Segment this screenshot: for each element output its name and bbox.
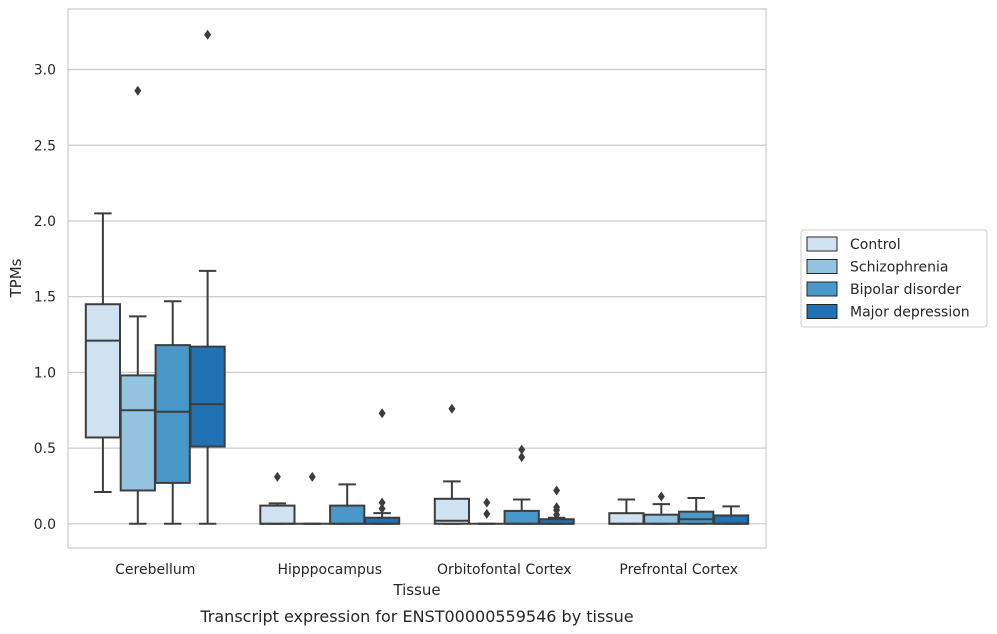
outlier-point <box>448 403 456 414</box>
box-bipolar-disorder <box>329 483 366 525</box>
outlier-point <box>518 444 526 455</box>
x-tick-label: Prefrontal Cortex <box>619 562 738 578</box>
outlier-point <box>204 29 212 40</box>
box-body <box>608 512 645 525</box>
y-tick-label: 0.5 <box>34 441 56 457</box>
box-body <box>643 513 680 525</box>
legend-swatch <box>806 281 838 297</box>
y-tick-label: 3.0 <box>34 63 56 79</box>
legend-swatch <box>806 304 838 319</box>
outlier-point <box>378 497 386 508</box>
outlier-point <box>273 471 281 482</box>
box-control <box>259 471 296 525</box>
box-body <box>84 303 122 439</box>
box-body <box>189 345 226 448</box>
box-control <box>433 403 471 525</box>
outlier-point <box>378 408 386 419</box>
box-schizophrenia <box>295 471 330 525</box>
y-tick-label: 0.0 <box>34 517 56 533</box>
legend-label: Major depression <box>850 305 970 321</box>
legend-swatch <box>806 259 838 274</box>
chart-caption: Transcript expression for ENST0000055954… <box>199 607 633 626</box>
box-control <box>84 212 122 493</box>
x-tick-label: Orbitofontal Cortex <box>437 562 572 578</box>
y-axis-label: TPMs <box>7 258 25 298</box>
box-series <box>84 29 750 525</box>
y-tick-label: 2.5 <box>34 138 56 154</box>
box-body <box>329 504 366 525</box>
outlier-point <box>553 502 561 513</box>
outlier-point <box>378 503 386 514</box>
box-major-depression <box>538 485 575 525</box>
box-major-depression <box>712 505 750 525</box>
outlier-point <box>518 452 526 463</box>
box-body <box>259 504 296 525</box>
box-body <box>678 510 715 525</box>
x-tick-labels: Cerebellum Hipppocampus Orbitofontal Corte… <box>115 562 738 578</box>
outlier-point <box>134 85 142 96</box>
x-tick-label: Cerebellum <box>115 562 195 578</box>
box-body <box>154 344 191 484</box>
y-tick-label: 1.0 <box>34 365 56 381</box>
box-control <box>608 498 645 525</box>
x-tick-label: Hipppocampus <box>277 562 382 578</box>
x-axis-label: Tissue <box>392 581 440 599</box>
box-schizophrenia <box>469 497 504 525</box>
box-major-depression <box>189 29 226 525</box>
box-major-depression <box>363 408 401 525</box>
legend-frame <box>800 229 988 328</box>
box-schizophrenia <box>119 85 156 525</box>
box-body <box>503 509 540 525</box>
box-body <box>119 374 156 492</box>
legend-label: Bipolar disorder <box>850 282 961 298</box>
legend-label: Schizophrenia <box>850 260 948 276</box>
outlier-point <box>308 471 316 482</box>
legend: Control Schizophrenia Bipolar disorder Majo… <box>800 229 988 328</box>
y-tick-label: 2.0 <box>34 214 56 230</box>
box-body <box>712 514 750 525</box>
plot-frame <box>67 8 767 549</box>
outlier-point <box>553 485 561 496</box>
outlier-point <box>483 497 491 508</box>
y-tick-labels: 0.0 0.5 1.0 1.5 2.0 2.5 3.0 <box>34 63 56 533</box>
legend-swatch <box>806 236 838 252</box>
y-tick-label: 1.5 <box>34 290 56 306</box>
legend-label: Control <box>850 237 901 253</box>
box-body <box>433 497 471 525</box>
outlier-point <box>657 491 665 502</box>
outlier-point <box>483 508 491 519</box>
box-bipolar-disorder <box>503 444 540 525</box>
